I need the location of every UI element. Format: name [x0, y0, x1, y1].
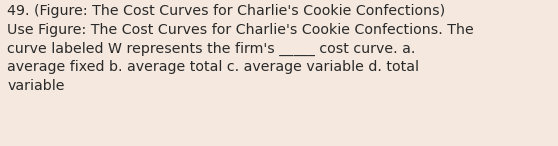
Text: 49. (Figure: The Cost Curves for Charlie's Cookie Confections)
Use Figure: The C: 49. (Figure: The Cost Curves for Charlie…: [7, 4, 474, 93]
